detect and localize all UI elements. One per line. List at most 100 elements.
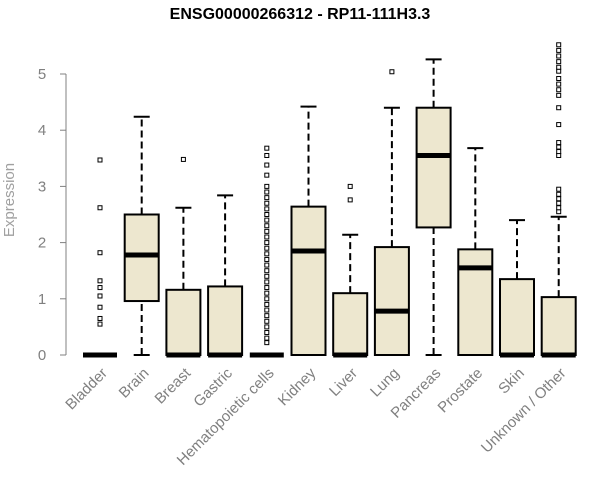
y-axis: 0 1 2 3 4 5 xyxy=(38,66,67,364)
outlier-point xyxy=(556,42,562,48)
outlier-point xyxy=(264,313,270,319)
box-body xyxy=(373,246,410,356)
x-tick-label: Lung xyxy=(367,365,403,401)
y-tick-label: 3 xyxy=(38,178,46,195)
outlier-point xyxy=(97,278,103,284)
outlier-point xyxy=(264,189,270,195)
outlier-point xyxy=(264,324,270,330)
box-liver xyxy=(332,183,369,358)
outlier-point xyxy=(264,228,270,234)
box-kidney xyxy=(290,105,327,356)
outlier-point xyxy=(97,293,103,299)
box-body xyxy=(123,213,160,303)
outlier-point xyxy=(264,206,270,212)
box-lung xyxy=(373,69,410,356)
y-tick-label: 5 xyxy=(38,66,46,83)
x-tick-label: Liver xyxy=(326,365,361,400)
box-pancreas xyxy=(415,58,452,356)
outlier-point xyxy=(264,212,270,217)
outlier-point xyxy=(556,205,562,211)
box-gastric xyxy=(207,194,244,358)
outlier-point xyxy=(556,209,562,215)
x-tick-label: Bladder xyxy=(62,365,111,414)
outlier-point xyxy=(97,205,103,211)
box-body xyxy=(332,292,369,356)
outlier-point xyxy=(264,162,270,168)
outlier-point xyxy=(264,335,270,341)
outlier-point xyxy=(556,152,562,158)
outlier-point xyxy=(264,200,270,206)
box-body xyxy=(499,278,535,357)
outlier-point xyxy=(97,321,103,327)
x-tick-label: Skin xyxy=(495,365,528,398)
outlier-point xyxy=(556,200,562,206)
outlier-point xyxy=(180,156,186,162)
box-body xyxy=(540,296,577,357)
outlier-point xyxy=(264,234,270,240)
box-body xyxy=(290,205,327,356)
outlier-point xyxy=(347,197,353,203)
outlier-point xyxy=(97,304,103,310)
box-unknown-other xyxy=(540,42,577,358)
outlier-point xyxy=(556,122,562,128)
outlier-point xyxy=(556,68,562,74)
outlier-point xyxy=(264,223,270,229)
outlier-point xyxy=(556,140,562,146)
y-axis-label: Expression xyxy=(1,163,18,237)
outlier-point xyxy=(97,285,103,291)
outlier-point xyxy=(556,144,562,150)
y-tick-label: 2 xyxy=(38,235,46,252)
outlier-point xyxy=(264,195,270,201)
outlier-point xyxy=(264,301,270,307)
box-body xyxy=(457,248,494,356)
box-skin xyxy=(499,219,535,358)
outlier-point xyxy=(264,245,270,251)
box-breast xyxy=(165,156,202,358)
outlier-point xyxy=(264,330,270,336)
outlier-point xyxy=(264,183,270,189)
outlier-point xyxy=(556,59,562,65)
x-tick-label: Prostate xyxy=(435,365,487,417)
box-series xyxy=(83,42,577,358)
outlier-point xyxy=(264,251,270,257)
outlier-point xyxy=(264,318,270,324)
outlier-point xyxy=(556,53,562,59)
outlier-point xyxy=(556,47,562,53)
outlier-point xyxy=(556,81,562,87)
box-hematopoietic-cells xyxy=(249,145,284,358)
box-body xyxy=(165,288,202,357)
y-tick-label: 1 xyxy=(38,291,46,308)
box-bladder xyxy=(83,157,117,358)
outlier-point xyxy=(556,87,562,93)
outlier-point xyxy=(97,157,103,163)
outlier-point xyxy=(264,145,270,151)
outlier-point xyxy=(97,250,103,256)
outlier-point xyxy=(264,240,270,246)
outlier-point xyxy=(556,149,562,155)
x-tick-label: Brain xyxy=(116,365,153,402)
box-body xyxy=(415,106,452,229)
outlier-point xyxy=(264,172,270,178)
outlier-point xyxy=(264,290,270,296)
outlier-point xyxy=(556,186,562,192)
outlier-point xyxy=(264,268,270,274)
y-tick-label: 0 xyxy=(38,347,46,364)
outlier-point xyxy=(556,105,562,111)
x-tick-label: Breast xyxy=(152,364,195,407)
outlier-point xyxy=(264,273,270,279)
y-tick-label: 4 xyxy=(38,122,46,139)
box-body xyxy=(207,285,244,357)
outlier-point xyxy=(556,196,562,202)
outlier-point xyxy=(264,307,270,313)
outlier-point xyxy=(264,217,270,223)
outlier-point xyxy=(347,183,353,189)
box-prostate xyxy=(457,147,494,356)
outlier-point xyxy=(264,285,270,291)
outlier-point xyxy=(389,69,395,75)
outlier-point xyxy=(264,256,270,262)
outlier-point xyxy=(264,340,270,346)
outlier-point xyxy=(264,262,270,268)
outlier-point xyxy=(556,75,562,81)
